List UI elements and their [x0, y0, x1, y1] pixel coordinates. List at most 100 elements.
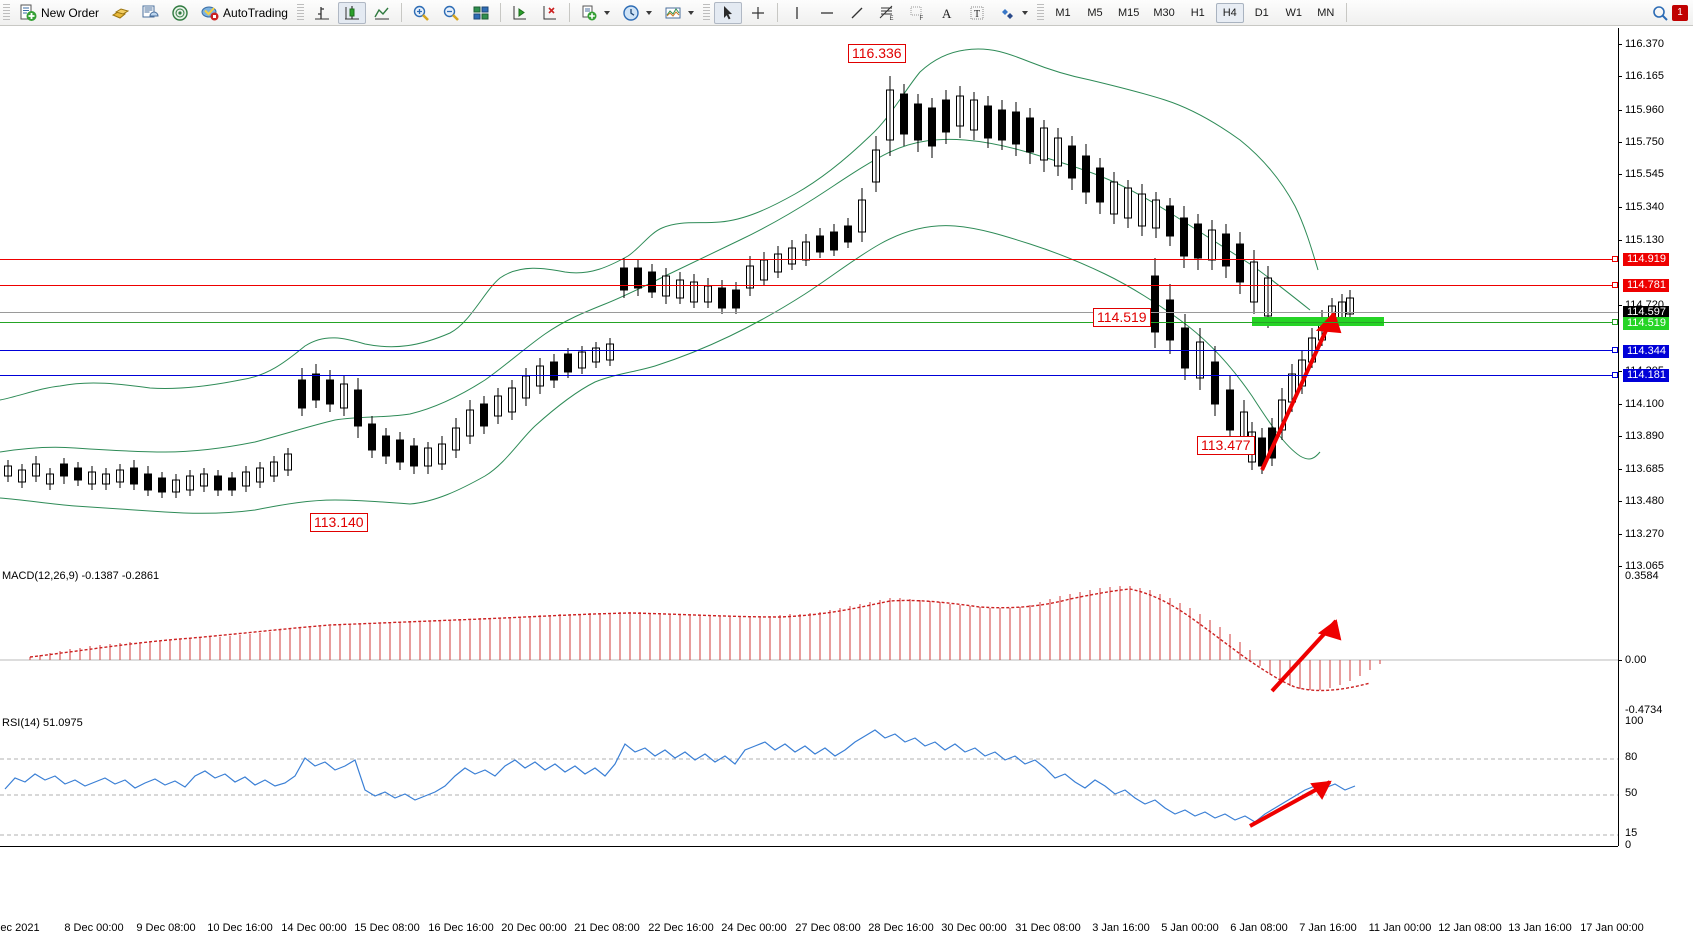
svg-text:F: F — [919, 16, 923, 22]
bullish-arrow-rsi — [1249, 780, 1332, 828]
toolbar-grip[interactable] — [3, 3, 10, 22]
candlestick-chart-button[interactable] — [337, 1, 366, 24]
time-label: 16 Dec 16:00 — [428, 922, 494, 934]
search-icon[interactable] — [1651, 4, 1669, 22]
resistance-line-114919[interactable] — [0, 259, 1618, 260]
timeframe-w1[interactable]: W1 — [1285, 6, 1303, 19]
period-caret-icon[interactable] — [645, 10, 652, 15]
callout-swing-high[interactable]: 116.336 — [848, 44, 906, 63]
autotrading-button[interactable]: AutoTrading — [196, 2, 293, 24]
support-handle-114344[interactable] — [1612, 347, 1618, 353]
shapes-caret-icon[interactable] — [1021, 10, 1028, 15]
vertical-line-button[interactable] — [783, 2, 811, 24]
autotrading-label: AutoTrading — [223, 5, 288, 20]
resistance-handle-114919[interactable] — [1612, 256, 1618, 262]
price-tag-resistance-2[interactable]: 114.781 — [1623, 279, 1669, 292]
toolbar-grip-3[interactable] — [702, 3, 710, 22]
text-icon: A — [938, 4, 956, 22]
auto-scroll-button[interactable] — [536, 2, 564, 24]
toolbar-separator-4 — [776, 3, 778, 22]
toolbar-grip-2[interactable] — [296, 3, 304, 22]
timeframe-mn[interactable]: MN — [1317, 6, 1335, 19]
callout-swing-low-2[interactable]: 113.140 — [310, 513, 368, 532]
callout-target-price[interactable]: 114.519 — [1093, 308, 1151, 327]
gold-bars-button[interactable] — [106, 2, 134, 24]
equidistant-channel-button[interactable]: F — [903, 2, 931, 24]
auto-scroll-icon — [541, 4, 559, 22]
time-label: 13 Jan 16:00 — [1508, 922, 1572, 934]
price-tag-support-1[interactable]: 114.344 — [1623, 345, 1669, 358]
gold-bars-icon — [111, 4, 130, 22]
line-chart-button[interactable] — [368, 2, 396, 24]
rsi-pane[interactable]: RSI(14) 51.0975 — [0, 716, 1618, 846]
timeframe-h1[interactable]: H1 — [1190, 6, 1205, 19]
text-label-button[interactable]: A — [933, 2, 961, 24]
trendline-icon — [848, 4, 866, 22]
price-tag-target[interactable]: 114.519 — [1623, 317, 1669, 330]
candlestick-series — [4, 76, 1354, 498]
price-tag-resistance-1[interactable]: 114.919 — [1623, 253, 1669, 266]
macd-pane[interactable]: MACD(12,26,9) -0.1387 -0.2861 — [0, 569, 1618, 715]
svg-text:A: A — [942, 6, 952, 21]
svg-text:E: E — [889, 16, 893, 22]
fibonacci-icon: E — [878, 4, 896, 22]
indicators-caret-icon[interactable] — [687, 10, 694, 15]
macd-svg — [0, 586, 1618, 693]
time-label: 3 Jan 16:00 — [1092, 922, 1150, 934]
price-chart-pane[interactable] — [0, 28, 1618, 568]
terminal-window-button[interactable] — [136, 2, 164, 24]
notification-badge[interactable]: 1 — [1672, 4, 1688, 21]
templates-button[interactable] — [575, 2, 615, 24]
toolbar-separator-2 — [499, 3, 501, 22]
fibonacci-button[interactable]: E — [873, 2, 901, 24]
time-axis-labels[interactable]: ec 2021 8 Dec 00:00 9 Dec 08:00 10 Dec 1… — [0, 922, 1693, 946]
time-label: 24 Dec 00:00 — [721, 922, 787, 934]
target-handle-114519[interactable] — [1612, 319, 1618, 325]
trendline-button[interactable] — [843, 2, 871, 24]
signals-button[interactable] — [166, 2, 194, 24]
timeframe-m5[interactable]: M5 — [1087, 6, 1103, 19]
text-box-button[interactable]: T — [963, 2, 991, 24]
templates-icon — [580, 4, 598, 22]
rsi-pane-bottom-border — [0, 846, 1618, 847]
new-order-button[interactable]: New Order — [14, 2, 104, 24]
bollinger-middle-band — [0, 138, 1311, 453]
resistance-handle-114781[interactable] — [1612, 282, 1618, 288]
line-chart-icon — [373, 4, 391, 22]
timeframe-m30[interactable]: M30 — [1153, 6, 1175, 19]
price-axis-line — [1618, 28, 1619, 846]
timeframe-d1[interactable]: D1 — [1254, 6, 1269, 19]
timeframe-m15[interactable]: M15 — [1117, 6, 1140, 19]
support-line-114344[interactable] — [0, 350, 1618, 351]
toolbar-right-group: 1 — [1651, 4, 1693, 22]
cursor-button[interactable] — [713, 1, 742, 24]
support-line-114181[interactable] — [0, 375, 1618, 376]
rsi-label: RSI(14) 51.0975 — [1, 717, 84, 729]
zoom-in-button[interactable] — [407, 2, 435, 24]
indicators-icon — [664, 4, 682, 22]
shapes-button[interactable] — [993, 2, 1033, 24]
period-separators-button[interactable] — [617, 2, 657, 24]
timeframe-h4[interactable]: H4 — [1215, 2, 1244, 23]
support-handle-114181[interactable] — [1612, 372, 1618, 378]
price-scale[interactable]: 116.370 116.165 115.960 115.750 115.545 … — [1619, 0, 1693, 946]
time-label: 11 Jan 00:00 — [1368, 922, 1432, 934]
price-tag-support-2[interactable]: 114.181 — [1623, 369, 1669, 382]
equidistant-channel-icon: F — [908, 4, 926, 22]
templates-caret-icon[interactable] — [603, 10, 610, 15]
tile-windows-button[interactable] — [467, 2, 495, 24]
callout-swing-low-1[interactable]: 113.477 — [1197, 436, 1255, 455]
toolbar-grip-4[interactable] — [1036, 3, 1044, 22]
zoom-out-button[interactable] — [437, 2, 465, 24]
target-line-114519[interactable] — [0, 322, 1618, 323]
shift-end-button[interactable] — [506, 2, 534, 24]
time-label: 5 Jan 00:00 — [1161, 922, 1219, 934]
crosshair-button[interactable] — [744, 2, 772, 24]
timeframe-m1[interactable]: M1 — [1055, 6, 1071, 19]
resistance-line-114781[interactable] — [0, 285, 1618, 286]
horizontal-line-button[interactable] — [813, 2, 841, 24]
toolbar-separator-3 — [568, 3, 570, 22]
indicators-button[interactable] — [659, 2, 699, 24]
rsi-line — [4, 729, 1356, 823]
bar-chart-button[interactable] — [308, 2, 336, 24]
